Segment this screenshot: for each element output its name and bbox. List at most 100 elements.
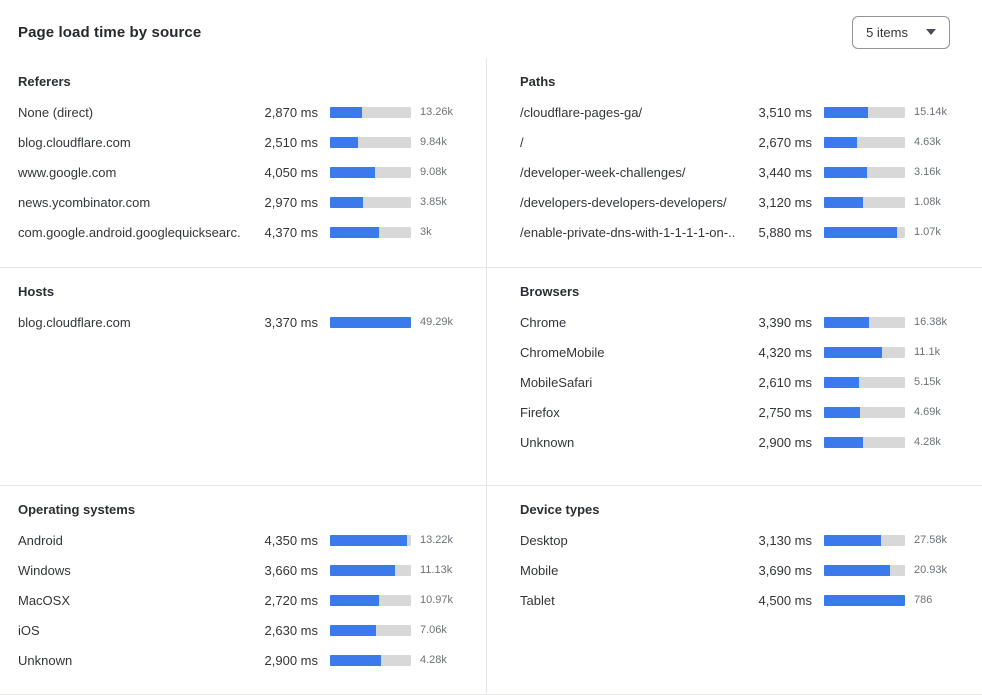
row-label: /enable-private-dns-with-1-1-1-1-on-... (520, 224, 734, 240)
row-label: news.ycombinator.com (18, 194, 151, 210)
metric-row[interactable]: Mobile 3,690 ms 20.93k (520, 555, 960, 585)
row-ms-value: 2,610 ms (758, 374, 812, 390)
row-count: 15.14k (914, 106, 948, 118)
metric-row[interactable]: None (direct) 2,870 ms 13.26k (18, 97, 466, 127)
bar-fill (824, 436, 863, 448)
page-title: Page load time by source (18, 23, 202, 41)
bar-fill (330, 136, 359, 148)
row-ms-value: 4,050 ms (264, 164, 318, 180)
bar-track (330, 564, 411, 576)
bar-fill (824, 346, 882, 358)
row-count: 1.07k (914, 226, 941, 238)
metric-row[interactable]: blog.cloudflare.com 2,510 ms 9.84k (18, 127, 466, 157)
bar-fill (824, 196, 863, 208)
row-label: iOS (18, 622, 40, 638)
row-label: blog.cloudflare.com (18, 314, 131, 330)
row-label: Desktop (520, 532, 568, 548)
row-count: 4.28k (420, 654, 447, 666)
metric-row[interactable]: iOS 2,630 ms 7.06k (18, 615, 466, 645)
row-count: 9.84k (420, 136, 447, 148)
row-count: 3.16k (914, 166, 941, 178)
row-label: / (520, 134, 524, 150)
row-ms-value: 2,870 ms (264, 104, 318, 120)
bar-fill (824, 316, 870, 328)
row-ms-value: 4,350 ms (264, 532, 318, 548)
panel-hosts: Hosts blog.cloudflare.com 3,370 ms 49.29k (0, 267, 486, 485)
row-label: blog.cloudflare.com (18, 134, 131, 150)
row-ms-value: 2,900 ms (264, 652, 318, 668)
metric-row[interactable]: /cloudflare-pages-ga/3,510 ms 15.14k (520, 97, 960, 127)
widget-header: Page load time by source 5 items (0, 0, 982, 58)
bar-track (824, 534, 905, 546)
bar-track (330, 166, 411, 178)
bar-track (330, 136, 411, 148)
row-ms-value: 2,900 ms (758, 434, 812, 450)
bar-fill (824, 534, 881, 546)
row-ms-value: 2,720 ms (264, 592, 318, 608)
metric-row[interactable]: MobileSafari 2,610 ms 5.15k (520, 367, 960, 397)
metric-row[interactable]: / 2,670 ms 4.63k (520, 127, 960, 157)
row-ms-value: 4,500 ms (758, 592, 812, 608)
bar-fill (330, 534, 407, 546)
bar-fill (330, 226, 380, 238)
bar-fill (824, 594, 905, 606)
row-count: 3k (420, 226, 432, 238)
metric-row[interactable]: com.google.android.googlequicksearc... 4,… (18, 217, 466, 247)
row-count: 4.63k (914, 136, 941, 148)
panel-title-browsers: Browsers (520, 284, 580, 299)
metric-row[interactable]: blog.cloudflare.com 3,370 ms 49.29k (18, 307, 466, 337)
row-count: 27.58k (914, 534, 948, 546)
metric-row[interactable]: Unknown 2,900 ms 4.28k (18, 645, 466, 675)
metric-row[interactable]: Chrome 3,390 ms 16.38k (520, 307, 960, 337)
metric-row[interactable]: /developer-week-challenges/3,440 ms 3.16k (520, 157, 960, 187)
row-ms-value: 2,750 ms (758, 404, 812, 420)
bar-track (824, 436, 905, 448)
row-count: 9.08k (420, 166, 447, 178)
items-count-dropdown[interactable]: 5 items (852, 15, 950, 49)
metric-row[interactable]: Desktop 3,130 ms 27.58k (520, 525, 960, 555)
bar-track (824, 594, 905, 606)
row-count: 13.22k (420, 534, 454, 546)
bar-track (824, 346, 905, 358)
row-count: 10.97k (420, 594, 454, 606)
bar-track (824, 106, 905, 118)
bar-fill (824, 406, 861, 418)
row-ms-value: 2,630 ms (264, 622, 318, 638)
items-count-value: 5 items (866, 24, 908, 40)
row-label: com.google.android.googlequicksearc... (18, 224, 240, 240)
metric-row[interactable]: ChromeMobile 4,320 ms 11.1k (520, 337, 960, 367)
panel-title-referers: Referers (18, 74, 71, 89)
metric-row[interactable]: Firefox 2,750 ms 4.69k (520, 397, 960, 427)
bar-track (824, 166, 905, 178)
metric-row[interactable]: /developers-developers-developers/3,120 … (520, 187, 960, 217)
bar-track (824, 226, 905, 238)
row-label: MacOSX (18, 592, 71, 608)
metric-row[interactable]: Android 4,350 ms 13.22k (18, 525, 466, 555)
row-label: Firefox (520, 404, 560, 420)
row-count: 4.69k (914, 406, 941, 418)
row-label: Tablet (520, 592, 555, 608)
metric-row[interactable]: Windows 3,660 ms 11.13k (18, 555, 466, 585)
metric-row[interactable]: /enable-private-dns-with-1-1-1-1-on-... 5… (520, 217, 960, 247)
panel-paths: Paths/cloudflare-pages-ga/3,510 ms 15.14k… (486, 58, 982, 267)
panels-grid: Referers None (direct) 2,870 ms 13.26k blog.… (0, 58, 982, 695)
row-label: /developers-developers-developers/ (520, 194, 727, 210)
row-ms-value: 3,130 ms (758, 532, 812, 548)
bar-fill (330, 624, 377, 636)
metric-row[interactable]: Unknown 2,900 ms 4.28k (520, 427, 960, 457)
panel-title-hosts: Hosts (18, 284, 55, 299)
bar-fill (330, 564, 395, 576)
row-count: 5.15k (914, 376, 941, 388)
bar-track (330, 534, 411, 546)
bar-track (824, 406, 905, 418)
metric-row[interactable]: news.ycombinator.com 2,970 ms 3.85k (18, 187, 466, 217)
metric-row[interactable]: www.google.com 4,050 ms 9.08k (18, 157, 466, 187)
bar-fill (824, 166, 867, 178)
row-ms-value: 2,970 ms (264, 194, 318, 210)
panel-operating-systems: Operating systems Android 4,350 ms 13.22k Wi… (0, 485, 486, 694)
bar-fill (824, 376, 859, 388)
metric-row[interactable]: Tablet 4,500 ms 786 (520, 585, 960, 615)
metric-row[interactable]: MacOSX 2,720 ms 10.97k (18, 585, 466, 615)
row-ms-value: 4,320 ms (758, 344, 812, 360)
